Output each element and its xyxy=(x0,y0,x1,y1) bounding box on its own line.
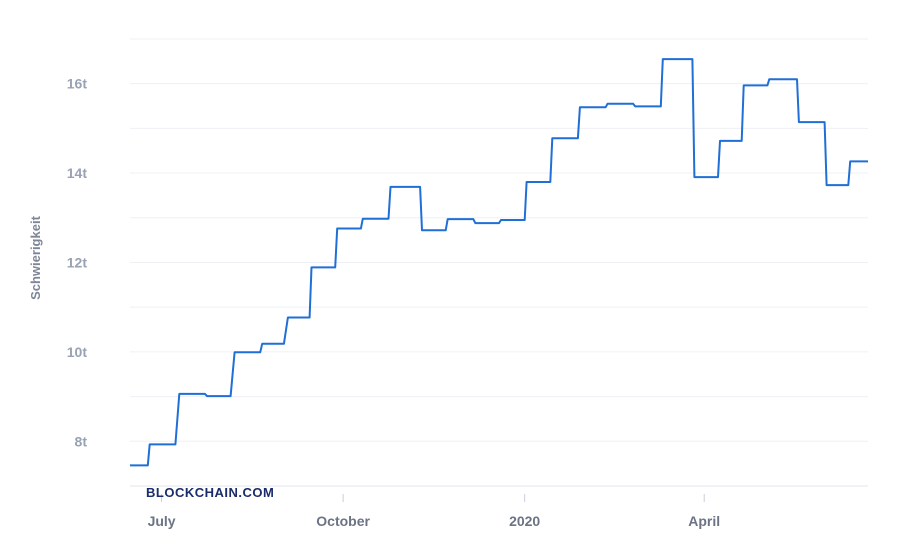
x-tick-label: July xyxy=(148,513,176,529)
x-tick-label: April xyxy=(688,513,720,529)
grid-lines xyxy=(130,38,868,487)
y-axis-label: Schwierigkeit xyxy=(28,215,43,299)
y-tick-label: 14t xyxy=(67,165,88,181)
y-tick-label: 16t xyxy=(67,76,88,92)
x-tick-label: October xyxy=(316,513,370,529)
blockchain-watermark: BLOCKCHAIN.COM xyxy=(146,485,274,500)
x-axis: July October 2020 April xyxy=(130,485,868,529)
difficulty-line xyxy=(130,58,868,467)
y-tick-label: 10t xyxy=(67,344,88,360)
y-tick-label: 8t xyxy=(75,433,88,449)
x-tick-label: 2020 xyxy=(509,513,540,529)
y-axis-ticks: 8t 10t 12t 14t 16t xyxy=(67,76,88,450)
y-tick-label: 12t xyxy=(67,254,88,270)
